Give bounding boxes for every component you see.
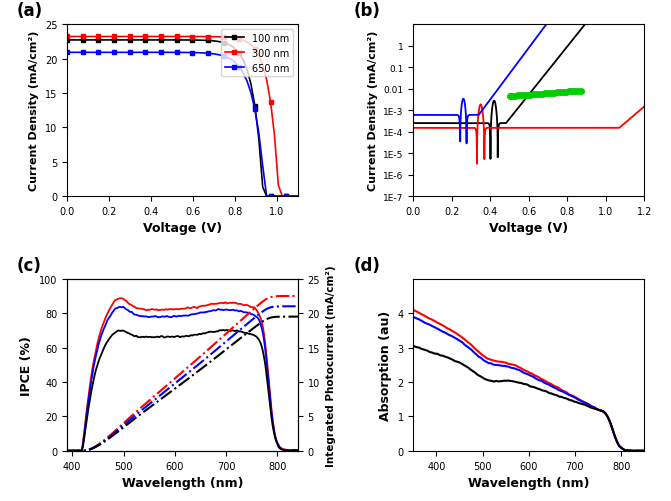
650 nm	[63, 50, 71, 56]
650 nm	[121, 50, 130, 56]
300 nm	[138, 35, 146, 41]
Y-axis label: IPCE (%): IPCE (%)	[20, 335, 34, 395]
100 nm	[208, 39, 216, 45]
300 nm	[208, 35, 216, 41]
650 nm	[262, 194, 270, 200]
300 nm	[130, 35, 138, 41]
Line: 650 nm: 650 nm	[64, 51, 301, 199]
Text: (d): (d)	[354, 257, 380, 275]
300 nm	[102, 35, 110, 41]
300 nm	[294, 194, 302, 200]
300 nm	[121, 35, 130, 41]
650 nm	[208, 52, 216, 58]
Y-axis label: Integrated Photocurrent (mA/cm²): Integrated Photocurrent (mA/cm²)	[325, 265, 336, 465]
Y-axis label: Absorption (au): Absorption (au)	[379, 310, 392, 420]
100 nm	[130, 38, 138, 44]
650 nm	[138, 50, 146, 56]
Y-axis label: Current Density (mA/cm²): Current Density (mA/cm²)	[368, 31, 378, 191]
Line: 100 nm: 100 nm	[64, 39, 301, 199]
Text: (b): (b)	[354, 3, 380, 21]
Y-axis label: Current Density (mA/cm²): Current Density (mA/cm²)	[30, 31, 40, 191]
100 nm	[121, 38, 130, 44]
X-axis label: Wavelength (nm): Wavelength (nm)	[468, 476, 590, 489]
100 nm	[102, 38, 110, 44]
650 nm	[102, 50, 110, 56]
100 nm	[294, 194, 302, 200]
Text: (a): (a)	[16, 3, 42, 21]
X-axis label: Voltage (V): Voltage (V)	[489, 222, 568, 235]
100 nm	[262, 194, 270, 200]
650 nm	[142, 50, 150, 56]
Text: (c): (c)	[16, 257, 41, 275]
Line: 300 nm: 300 nm	[64, 35, 301, 199]
100 nm	[63, 38, 71, 44]
300 nm	[63, 35, 71, 41]
X-axis label: Wavelength (nm): Wavelength (nm)	[121, 476, 244, 489]
X-axis label: Voltage (V): Voltage (V)	[143, 222, 222, 235]
100 nm	[138, 38, 146, 44]
650 nm	[130, 50, 138, 56]
100 nm	[142, 38, 150, 44]
Legend: 100 nm, 300 nm, 650 nm: 100 nm, 300 nm, 650 nm	[221, 30, 293, 77]
650 nm	[294, 194, 302, 200]
300 nm	[142, 35, 150, 41]
300 nm	[278, 194, 287, 200]
